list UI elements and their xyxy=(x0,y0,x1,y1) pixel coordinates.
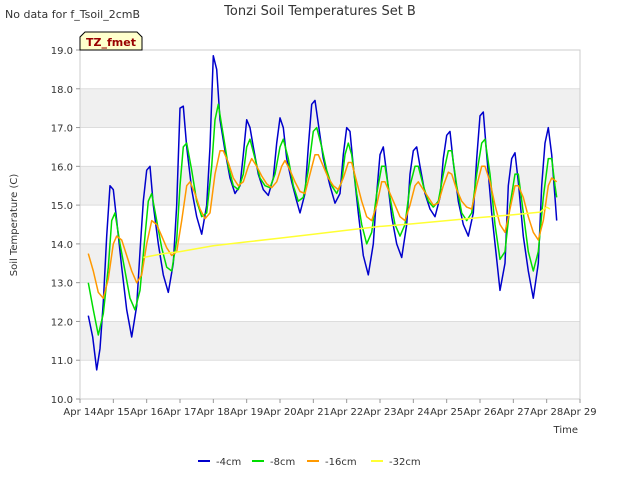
y-axis-ticks: 10.0 11.0 12.0 13.0 14.0 15.0 16.0 17.0 18.0 19.0 xyxy=(51,46,80,406)
x-tick-label: Apr 26 xyxy=(463,407,496,418)
y-tick-label: 15.0 xyxy=(51,201,73,212)
tz-fmet-badge: TZ_fmet xyxy=(79,31,143,51)
x-tick-label: Apr 17 xyxy=(163,407,196,418)
legend-label: -4cm xyxy=(216,457,241,468)
legend-label: -8cm xyxy=(270,457,295,468)
x-tick-label: Apr 22 xyxy=(330,407,363,418)
y-tick-label: 16.0 xyxy=(51,162,73,173)
y-tick-label: 17.0 xyxy=(51,124,73,135)
legend-label: -32cm xyxy=(389,457,421,468)
x-tick-label: Apr 18 xyxy=(197,407,230,418)
grid-band xyxy=(80,88,580,128)
x-tick-label: Apr 24 xyxy=(397,407,430,418)
x-tick-label: Apr 23 xyxy=(363,407,396,418)
series-line-minus-16cm xyxy=(87,150,558,299)
x-axis-ticks: Apr 14 Apr 15 Apr 16 Apr 17 Apr 18 Apr 19 Apr … xyxy=(63,399,597,418)
y-tick-label: 11.0 xyxy=(51,356,73,367)
x-tick-label: Apr 20 xyxy=(263,407,296,418)
legend-label: -16cm xyxy=(325,457,357,468)
x-tick-label: Apr 25 xyxy=(430,407,463,418)
x-tick-label: Apr 29 xyxy=(563,407,596,418)
x-tick-label: Apr 15 xyxy=(97,407,130,418)
badge-label: TZ_fmet xyxy=(86,36,136,49)
y-tick-label: 18.0 xyxy=(51,85,73,96)
chart-title: Tonzi Soil Temperatures Set B xyxy=(223,4,416,19)
x-tick-label: Apr 27 xyxy=(497,407,530,418)
plot-area-frame xyxy=(79,49,581,400)
series-line-minus-32cm xyxy=(143,206,551,259)
x-tick-label: Apr 14 xyxy=(63,407,96,418)
legend: -4cm -8cm -16cm -32cm xyxy=(198,457,421,468)
y-tick-label: 19.0 xyxy=(51,46,73,57)
x-axis-label: Time xyxy=(553,425,578,436)
y-tick-label: 14.0 xyxy=(51,240,73,251)
badge-shape xyxy=(79,31,143,51)
grid-bands xyxy=(80,88,580,361)
grid-band xyxy=(80,321,580,361)
y-tick-label: 13.0 xyxy=(51,279,73,290)
y-tick-label: 10.0 xyxy=(51,395,73,406)
gridlines xyxy=(80,49,580,400)
x-tick-label: Apr 28 xyxy=(530,407,563,418)
no-data-note: No data for f_Tsoil_2cmB xyxy=(5,8,140,21)
y-tick-label: 12.0 xyxy=(51,317,73,328)
series-line-minus-8cm xyxy=(87,103,558,336)
x-tick-label: Apr 21 xyxy=(297,407,330,418)
x-tick-label: Apr 16 xyxy=(130,407,163,418)
series-lines xyxy=(87,55,558,371)
x-tick-label: Apr 19 xyxy=(230,407,263,418)
y-axis-label: Soil Temperature (C) xyxy=(9,174,20,277)
